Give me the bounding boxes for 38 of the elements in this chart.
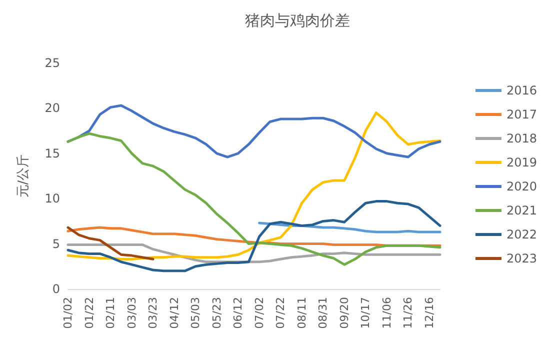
x-tick-label: 03/03 — [125, 297, 138, 329]
line-series — [66, 226, 154, 260]
x-tick-label: 05/03 — [189, 297, 202, 329]
x-tick-label: 07/22 — [274, 297, 288, 329]
line-series — [66, 200, 442, 272]
legend-label: 2022 — [506, 228, 538, 242]
legend-label: 2019 — [506, 156, 538, 170]
legend-label: 2021 — [506, 204, 538, 218]
y-axis-title: 元/公斤 — [16, 154, 31, 198]
x-tick-label: 06/12 — [232, 297, 245, 329]
x-tick-label: 08/11 — [295, 297, 308, 329]
x-tick-label: 09/20 — [338, 297, 351, 329]
y-tick-label: 25 — [44, 56, 60, 70]
x-tick-label: 11/06 — [380, 297, 394, 329]
x-tick-label: 08/31 — [316, 297, 330, 329]
x-tick-label: 01/02 — [62, 297, 74, 329]
line-series — [66, 132, 442, 266]
y-tick-label: 0 — [52, 282, 60, 296]
x-tick-label: 10/17 — [359, 297, 372, 329]
x-tick-label: 03/23 — [146, 297, 160, 329]
x-tick-label: 11/26 — [402, 297, 415, 329]
line-series — [66, 111, 442, 260]
x-tick-label: 01/22 — [82, 297, 96, 329]
chart-title: 猪肉与鸡肉价差 — [245, 12, 350, 30]
y-tick-label: 15 — [44, 146, 60, 160]
x-tick-label: 05/23 — [210, 297, 224, 329]
x-tick-label: 07/02 — [252, 297, 266, 329]
y-tick-label: 20 — [44, 101, 60, 116]
legend-label: 2023 — [506, 252, 538, 266]
legend-label: 2016 — [506, 84, 538, 98]
y-tick-label: 10 — [44, 192, 60, 206]
legend-label: 2018 — [506, 132, 538, 146]
legend-label: 2020 — [506, 180, 538, 194]
x-tick-label: 04/12 — [168, 297, 181, 329]
legend-label: 2017 — [506, 108, 538, 122]
x-tick-label: 12/16 — [422, 297, 436, 329]
x-tick-label: 02/11 — [104, 297, 118, 329]
y-tick-label: 5 — [52, 236, 60, 251]
